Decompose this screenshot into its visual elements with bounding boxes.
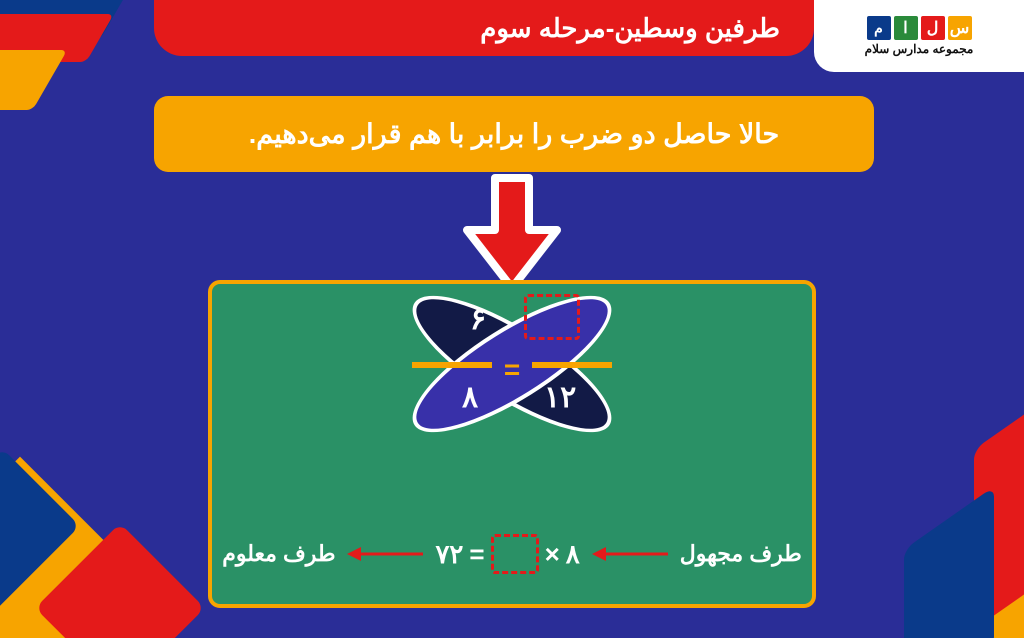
- arrow-left-icon: [345, 544, 425, 564]
- equation-row: طرف مجهول ۸ × = ۷۲ طرف معلوم: [212, 534, 812, 574]
- num-bottom-left: ۸: [462, 380, 478, 415]
- eq-equals: =: [469, 539, 484, 570]
- eq-times: ×: [545, 539, 560, 570]
- page-title: طرفین وسطین-مرحله سوم: [480, 13, 780, 44]
- decor-top-left-yellow: [0, 50, 67, 110]
- math-board: = ۶ ۸ ۱۲ طرف مجهول ۸ × = ۷۲ طرف معلوم: [208, 280, 816, 608]
- eq-multiplicand: ۸: [566, 539, 580, 570]
- cross-diagram: = ۶ ۸ ۱۲: [362, 264, 662, 464]
- logo-letters: س ل ا م: [867, 16, 972, 40]
- logo: س ل ا م مجموعه مدارس سلام: [814, 0, 1024, 72]
- arrow-left-icon: [590, 544, 670, 564]
- equation-expression: ۸ × = ۷۲: [435, 534, 579, 574]
- logo-letter-2: ل: [921, 16, 945, 40]
- equals-sign: =: [504, 354, 520, 386]
- num-bottom-right: ۱۲: [544, 380, 576, 415]
- unknown-box-top: [524, 294, 580, 340]
- fraction-line-right: [532, 362, 612, 368]
- unknown-box-eq: [491, 534, 539, 574]
- fraction-line-left: [412, 362, 492, 368]
- logo-letter-3: ا: [894, 16, 918, 40]
- header-bar: طرفین وسطین-مرحله سوم: [154, 0, 814, 56]
- label-known-side: طرف معلوم: [222, 541, 335, 567]
- num-top-left: ۶: [470, 302, 486, 337]
- label-unknown-side: طرف مجهول: [680, 541, 802, 567]
- instruction-text: حالا حاصل دو ضرب را برابر با هم قرار می‌…: [249, 119, 779, 150]
- instruction-box: حالا حاصل دو ضرب را برابر با هم قرار می‌…: [154, 96, 874, 172]
- decor-bottom-right-blue: [904, 486, 994, 638]
- eq-result: ۷۲: [435, 539, 463, 570]
- logo-letter-4: م: [867, 16, 891, 40]
- logo-letter-1: س: [948, 16, 972, 40]
- logo-subtitle: مجموعه مدارس سلام: [865, 42, 974, 56]
